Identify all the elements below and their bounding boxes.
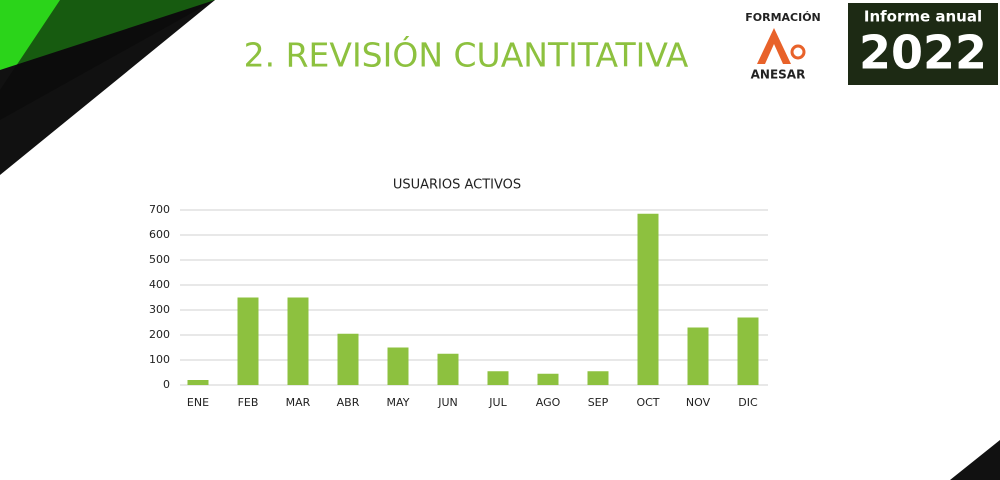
badge-year: 2022 <box>859 26 987 80</box>
logo-text: FORMACIÓN <box>745 11 821 24</box>
y-tick-label: 600 <box>149 228 170 241</box>
bar <box>387 347 409 385</box>
logo-mark <box>757 28 791 64</box>
x-tick-label: SEP <box>588 396 609 409</box>
y-tick-label: 0 <box>163 378 170 391</box>
slide-title: 2. REVISIÓN CUANTITATIVA <box>244 35 689 75</box>
x-tick-label: JUL <box>488 396 507 409</box>
bar <box>337 333 359 385</box>
x-tick-label: MAR <box>286 396 311 409</box>
bar <box>537 373 559 385</box>
y-tick-label: 100 <box>149 353 170 366</box>
bar <box>437 353 459 385</box>
x-tick-label: FEB <box>238 396 259 409</box>
bar <box>637 213 659 385</box>
x-tick-label: JUN <box>437 396 458 409</box>
bar <box>237 297 259 385</box>
chart-title: USUARIOS ACTIVOS <box>393 178 521 193</box>
corner-decoration <box>0 0 215 120</box>
bar <box>687 327 709 385</box>
bar <box>587 371 609 385</box>
logo: FORMACIÓN ANESAR <box>745 11 821 82</box>
bar <box>287 297 309 385</box>
y-tick-label: 400 <box>149 278 170 291</box>
logo-text: ANESAR <box>751 68 806 82</box>
bar <box>187 380 209 385</box>
x-tick-label: OCT <box>636 396 659 409</box>
y-tick-label: 700 <box>149 203 170 216</box>
y-tick-label: 200 <box>149 328 170 341</box>
badge-text: Informe anual <box>864 8 982 26</box>
y-tick-label: 500 <box>149 253 170 266</box>
logo-mark <box>790 44 806 60</box>
x-tick-label: AGO <box>536 396 561 409</box>
x-tick-label: DIC <box>738 396 758 409</box>
corner-decoration <box>950 440 1000 480</box>
x-tick-label: NOV <box>686 396 711 409</box>
x-tick-label: ENE <box>187 396 209 409</box>
bar <box>487 371 509 385</box>
badge-background <box>848 3 998 85</box>
x-tick-label: MAY <box>387 396 410 409</box>
bar <box>737 317 759 385</box>
badge: Informe anual 2022 <box>848 3 998 85</box>
x-tick-label: ABR <box>337 396 360 409</box>
y-tick-label: 300 <box>149 303 170 316</box>
